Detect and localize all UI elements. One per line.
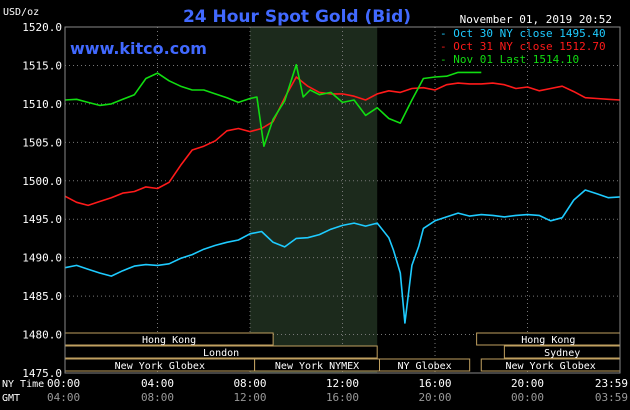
x-tick-label-gmt: 12:00 xyxy=(233,391,266,404)
y-tick-label: 1495.0 xyxy=(22,213,62,226)
x-tick-label-ny: 16:00 xyxy=(418,377,451,390)
session-label: London xyxy=(203,348,239,359)
series-layer xyxy=(64,63,621,324)
y-tick-label: 1505.0 xyxy=(22,136,62,149)
session-label: New York Globex xyxy=(115,361,205,372)
x-tick-label-gmt: 03:59 xyxy=(595,391,628,404)
x-tick-label-ny: 04:00 xyxy=(141,377,174,390)
series-line-1 xyxy=(64,76,621,207)
x-tick-label-gmt: 08:00 xyxy=(141,391,174,404)
nymex-session-shade xyxy=(250,27,378,373)
x-tick-label-gmt: 16:00 xyxy=(326,391,359,404)
legend-item-nov01: - Nov 01 Last 1514.10 xyxy=(440,53,579,66)
series-line-2 xyxy=(64,63,482,147)
legend-item-oct31: - Oct 31 NY close 1512.70 xyxy=(440,40,606,53)
session-label: NY Globex xyxy=(398,361,452,372)
x-tick-label-ny: 20:00 xyxy=(511,377,544,390)
series-line-0 xyxy=(64,189,621,324)
session-label: Hong Kong xyxy=(521,335,575,346)
x-tick-label-gmt: 00:00 xyxy=(511,391,544,404)
legend: - Oct 30 NY close 1495.40 - Oct 31 NY cl… xyxy=(440,27,606,66)
y-tick-label: 1510.0 xyxy=(22,98,62,111)
x-tick-label-gmt: 20:00 xyxy=(418,391,451,404)
y-tick-label: 1475.0 xyxy=(22,367,62,380)
y-tick-label: 1480.0 xyxy=(22,329,62,342)
legend-item-oct30: - Oct 30 NY close 1495.40 xyxy=(440,27,606,40)
x-tick-label-ny: 00:00 xyxy=(47,377,80,390)
y-axis-unit-label: USD/oz xyxy=(3,7,39,18)
y-tick-label: 1520.0 xyxy=(22,21,62,34)
axis-layer: 1475.0 1480.0 1485.0 1490.0 1495.0 1500.0 1505… xyxy=(22,21,628,404)
website-label[interactable]: www.kitco.com xyxy=(70,39,207,58)
session-label: Sydney xyxy=(544,348,580,359)
timestamp-label: November 01, 2019 20:52 xyxy=(460,13,612,26)
y-tick-label: 1485.0 xyxy=(22,290,62,303)
y-tick-label: 1515.0 xyxy=(22,59,62,72)
x-tick-label-ny: 08:00 xyxy=(233,377,266,390)
market-session-bars: Hong Kong Hong Kong London Sydney New York G… xyxy=(64,332,621,372)
x-tick-label-gmt: 04:00 xyxy=(47,391,80,404)
y-tick-label: 1490.0 xyxy=(22,252,62,265)
session-label: Hong Kong xyxy=(142,335,196,346)
plot-frame xyxy=(64,26,621,374)
x-tick-label-ny: 23:59 xyxy=(595,377,628,390)
trading-session-shade-layer xyxy=(250,27,378,373)
chart-title: 24 Hour Spot Gold (Bid) xyxy=(183,7,411,27)
session-label: New York NYMEX xyxy=(275,361,359,372)
session-label: New York Globex xyxy=(505,361,595,372)
ny-time-label: NY Time xyxy=(2,379,44,390)
session-box xyxy=(379,358,471,372)
y-tick-label: 1500.0 xyxy=(22,175,62,188)
gmt-label: GMT xyxy=(2,393,20,404)
x-tick-label-ny: 12:00 xyxy=(326,377,359,390)
